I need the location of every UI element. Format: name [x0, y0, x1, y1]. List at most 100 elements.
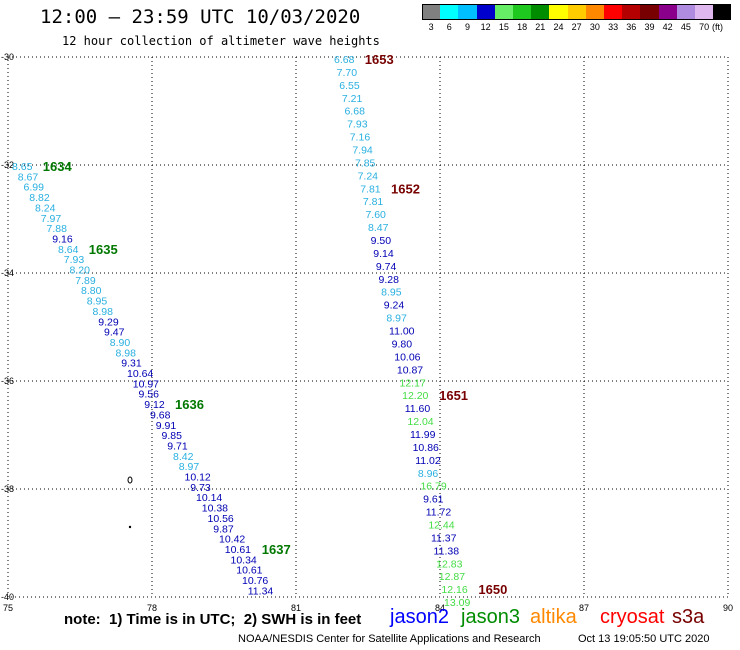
legend-swatch	[458, 4, 477, 20]
legend-swatch	[567, 4, 586, 20]
swh-value: 10.61	[225, 544, 251, 556]
swh-value: 12.20	[402, 390, 428, 402]
y-tick-label: -38	[1, 484, 14, 494]
legend-swatch	[604, 4, 623, 20]
swh-value: 11.34	[248, 585, 274, 597]
swh-value: 7.16	[350, 132, 371, 144]
swh-value: 11.37	[431, 532, 457, 544]
swh-value: 7.97	[41, 213, 62, 225]
pass-time-label: 1652	[391, 181, 420, 196]
legend-swatch	[422, 4, 441, 20]
swh-value: 7.81	[363, 196, 384, 208]
satellite-s3a: s3a	[672, 606, 705, 628]
y-tick-label: -34	[1, 268, 14, 278]
legend-swatch	[513, 4, 532, 20]
y-tick-label: -32	[1, 160, 14, 170]
swh-value: 6.55	[339, 80, 360, 92]
swh-value: 8.90	[110, 337, 131, 349]
satellite-jason3: jason3	[461, 606, 520, 628]
swh-value: 7.24	[358, 170, 379, 182]
swh-value: 8.67	[18, 171, 39, 183]
swh-value: 7.60	[365, 209, 386, 221]
swh-value: 6.68	[334, 54, 355, 66]
swh-value: 8.98	[116, 347, 137, 359]
legend-tick-label: 42	[662, 22, 673, 32]
swh-value: 9.91	[156, 420, 177, 432]
pass-time-label: 1653	[365, 52, 394, 67]
legend-tick-label: 30	[589, 22, 600, 32]
legend-swatch	[658, 4, 677, 20]
swh-value: 10.12	[185, 472, 211, 484]
swh-value: 8.97	[179, 461, 200, 473]
swh-value: 9.87	[213, 523, 234, 535]
x-tick-label: 81	[291, 603, 301, 613]
swh-value: 11.00	[389, 326, 415, 338]
swh-value: 9.85	[162, 430, 183, 442]
x-tick-label: 90	[723, 603, 733, 613]
swh-value: 7.21	[342, 93, 363, 105]
swh-value: 9.29	[98, 316, 119, 328]
x-tick-label: 75	[3, 603, 13, 613]
swh-value: 6.68	[344, 106, 365, 118]
legend-tick-label: 15	[498, 22, 509, 32]
swh-value: 8.64	[58, 244, 79, 256]
legend-tick-label: 39	[644, 22, 655, 32]
footer-credit: NOAA/NESDIS Center for Satellite Applica…	[238, 633, 541, 645]
legend-swatch	[713, 4, 732, 20]
y-tick-label: -30	[1, 52, 14, 62]
swh-value: 8.20	[70, 265, 91, 277]
swh-value: 8.47	[368, 222, 389, 234]
swh-value: 10.42	[219, 534, 245, 546]
satellite-cryosat: cryosat	[600, 606, 665, 628]
swh-value: 10.14	[196, 492, 222, 504]
swh-value: 7.89	[75, 275, 96, 287]
swh-value: 12.83	[436, 558, 462, 570]
island-marker	[128, 525, 132, 529]
legend-swatch	[585, 4, 604, 20]
legend-swatch	[440, 4, 459, 20]
y-tick-label: -40	[1, 592, 14, 602]
swh-value: 8.98	[93, 306, 114, 318]
swh-value: 8.82	[29, 192, 50, 204]
legend-tick-label: 18	[517, 22, 528, 32]
swh-value: 10.38	[202, 503, 228, 515]
swh-value: 7.81	[360, 183, 381, 195]
swh-value: 7.70	[337, 67, 358, 79]
swh-value: 11.60	[405, 403, 431, 415]
legend-tick-label: 3	[428, 22, 434, 32]
swh-value: 12.44	[428, 519, 454, 531]
footer-timestamp: Oct 13 19:05:50 UTC 2020	[578, 633, 710, 645]
swh-value: 7.94	[352, 145, 373, 157]
legend-tick-label: 33	[608, 22, 619, 32]
swh-value: 10.34	[231, 554, 257, 566]
pass-time-label: 1651	[439, 388, 468, 403]
swh-value: 9.50	[371, 235, 392, 247]
swh-value: 11.72	[426, 507, 452, 519]
footer-note: note: 1) Time is in UTC; 2) SWH is in fe…	[64, 611, 362, 628]
swh-value: 7.88	[47, 223, 68, 235]
pass-time-label: 1650	[478, 582, 507, 597]
swh-value: 8.24	[35, 202, 56, 214]
legend-tick-label: 6	[446, 22, 452, 32]
legend-tick-label: 45	[680, 22, 691, 32]
legend-tick-label: 21	[535, 22, 546, 32]
swh-value: 9.73	[190, 482, 211, 494]
swh-value: 8.65	[12, 161, 33, 173]
x-tick-label: 78	[147, 603, 157, 613]
swh-value: 9.71	[167, 440, 188, 452]
swh-value: 10.87	[397, 364, 423, 376]
legend-swatch	[640, 4, 659, 20]
legend-swatch	[549, 4, 568, 20]
pass-time-label: 1636	[175, 397, 204, 412]
pass-time-label: 1635	[89, 242, 118, 257]
swh-value: 10.97	[133, 378, 159, 390]
swh-value: 10.86	[413, 442, 439, 454]
legend-swatch	[622, 4, 641, 20]
swh-value: 9.12	[144, 399, 165, 411]
swh-value: 10.56	[208, 513, 234, 525]
swh-value: 9.56	[139, 389, 160, 401]
pass-time-label: 1637	[262, 542, 291, 557]
pass-time-label: 1634	[43, 159, 73, 174]
legend-tick-label: 70	[699, 22, 710, 32]
